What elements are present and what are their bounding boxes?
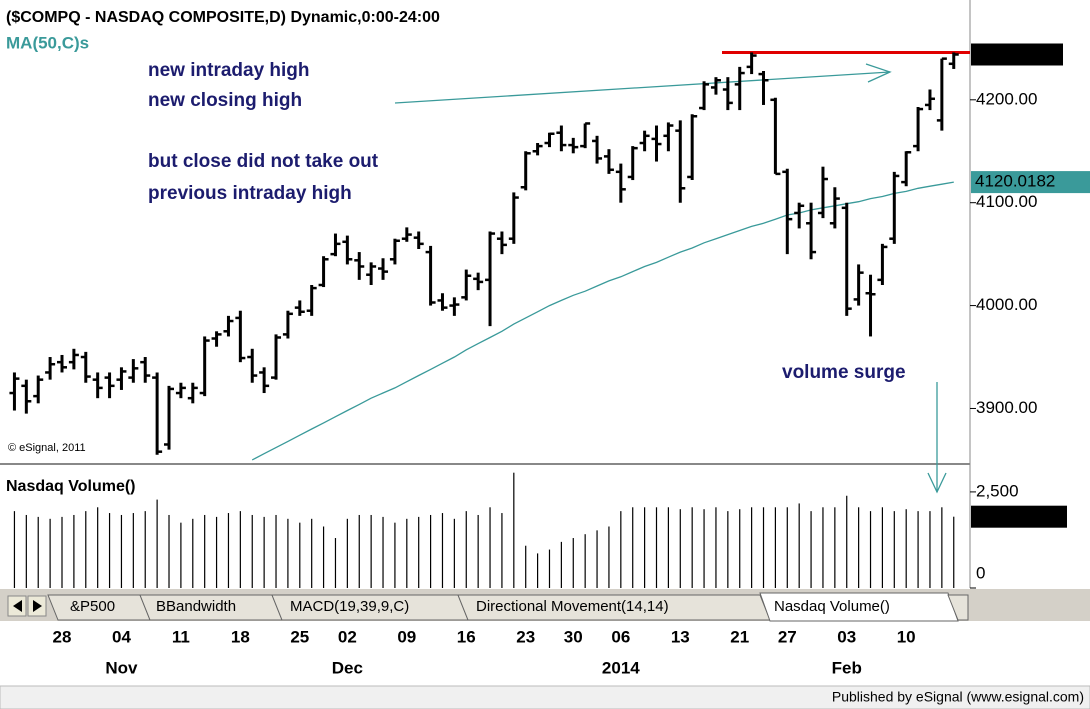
tab-label[interactable]: BBandwidth	[156, 598, 236, 615]
annotation: but close did not take out	[148, 151, 379, 172]
y-tick-label: 4200.00	[976, 89, 1037, 108]
x-period-label: Dec	[332, 658, 363, 677]
x-period-label: 2014	[602, 658, 640, 677]
x-period-label: Nov	[105, 658, 138, 677]
x-tick-label: 13	[671, 627, 690, 646]
x-tick-label: 23	[516, 627, 535, 646]
chart-title: ($COMPQ - NASDAQ COMPOSITE,D) Dynamic,0:…	[6, 9, 440, 26]
x-tick-label: 03	[837, 627, 856, 646]
tab-label[interactable]: Directional Movement(14,14)	[476, 598, 669, 615]
annotation: new intraday high	[148, 60, 310, 81]
tab-label[interactable]: &P500	[70, 598, 115, 615]
y-tick-label: 4100.00	[976, 192, 1037, 211]
x-period-label: Feb	[832, 658, 862, 677]
footer: Published by eSignal (www.esignal.com)	[832, 689, 1084, 705]
x-tick-label: 10	[897, 627, 916, 646]
ma-value-label: 4120.0182	[975, 172, 1055, 191]
annotation: new closing high	[148, 90, 302, 111]
y-tick-label: 0	[976, 563, 985, 582]
x-tick-label: 21	[730, 627, 749, 646]
x-tick-label: 27	[778, 627, 797, 646]
x-tick-label: 11	[172, 627, 190, 646]
tab-nav[interactable]	[7, 595, 47, 617]
ma-line	[251, 181, 954, 461]
last-value-label: 1,855.18	[975, 506, 1041, 525]
x-tick-label: 04	[112, 627, 131, 646]
x-tick-label: 28	[53, 627, 72, 646]
tabs[interactable]	[47, 592, 969, 622]
tab-label[interactable]: MACD(19,39,9,C)	[290, 598, 409, 615]
ma-value-box	[971, 171, 1090, 194]
x-tick-label: 02	[338, 627, 357, 646]
x-tick-label: 30	[564, 627, 583, 646]
panel-title: Nasdaq Volume()	[6, 478, 136, 495]
copyright: © eSignal, 2011	[8, 442, 86, 454]
footer-bar	[0, 685, 1090, 709]
y-tick-label: 2,500	[976, 481, 1019, 500]
legend-entry: MA(50,C)s	[6, 33, 89, 52]
last-value-box	[971, 43, 1063, 66]
x-tick-label: 18	[231, 627, 250, 646]
x-tick-label: 25	[290, 627, 309, 646]
x-tick-label: 16	[457, 627, 476, 646]
last-value-box	[971, 505, 1067, 528]
y-tick-label: 3900.00	[976, 398, 1037, 417]
last-value-label: 4244.03	[975, 44, 1036, 63]
x-tick-label: 06	[611, 627, 630, 646]
x-tick-label: 09	[397, 627, 416, 646]
annotation-arrow	[394, 63, 947, 494]
y-tick-label: 4000.00	[976, 295, 1037, 314]
tab-label[interactable]: Nasdaq Volume()	[774, 598, 890, 615]
annotation: previous intraday high	[148, 183, 352, 204]
annotation: volume surge	[782, 362, 906, 383]
